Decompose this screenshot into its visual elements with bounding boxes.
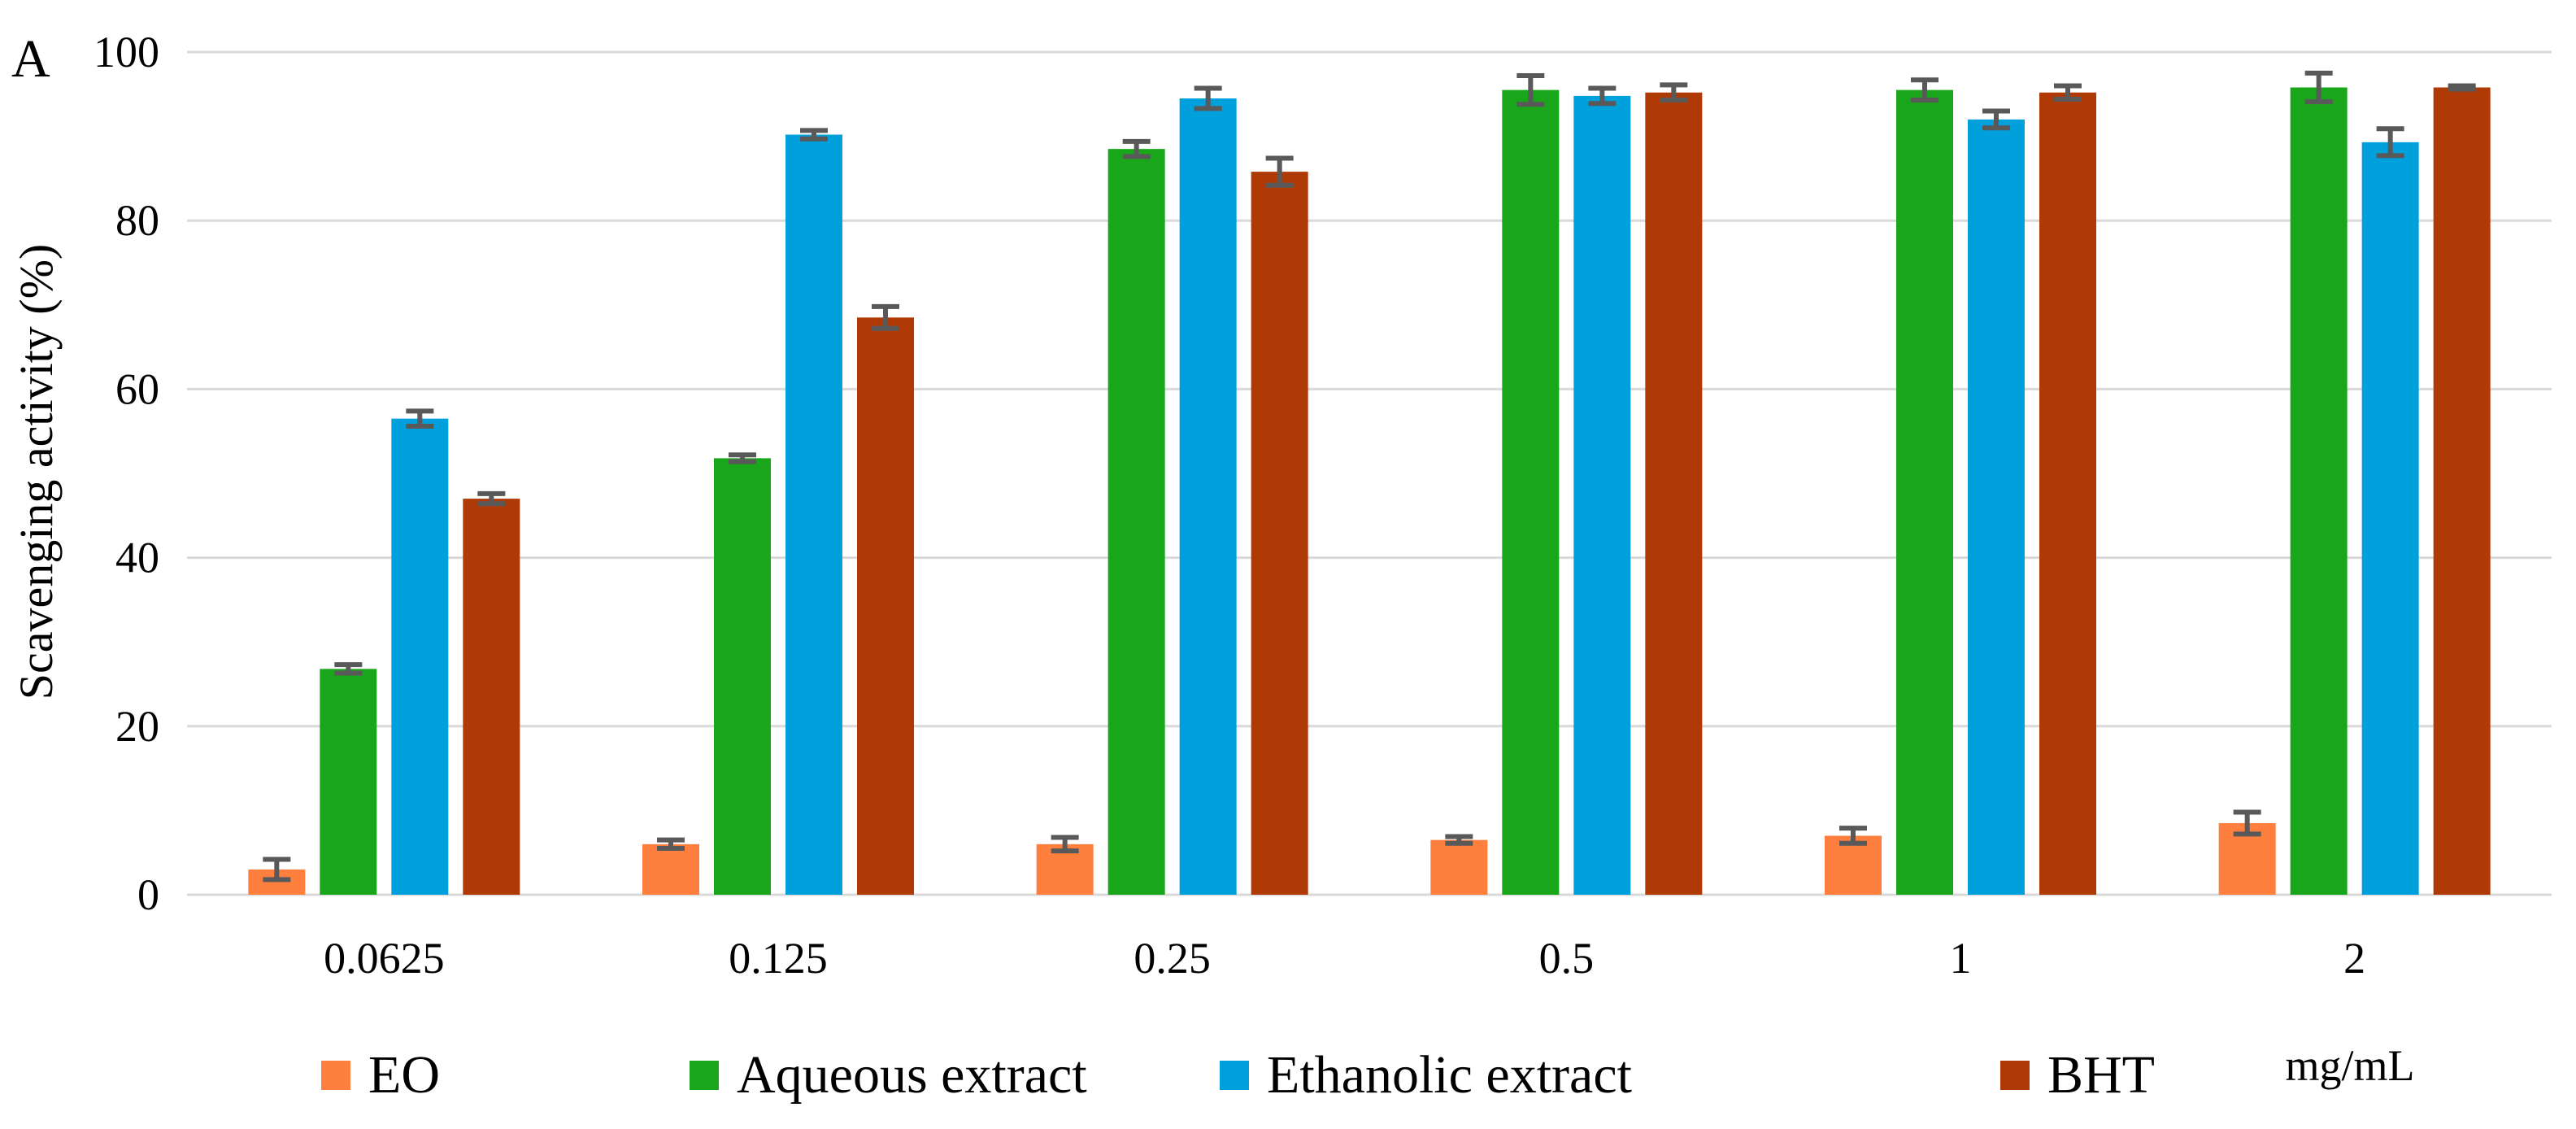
y-tick-label: 0 (137, 870, 159, 919)
bar-bht-2 (2433, 87, 2491, 895)
bar-ethanolic-extract-2 (2361, 142, 2419, 896)
error-bar (263, 857, 291, 883)
y-axis-ticks: 0 20 40 60 80 100 (94, 28, 159, 919)
x-tick-label: 0.125 (729, 934, 828, 983)
bar-bht-1 (2039, 92, 2096, 895)
legend-item-aqueous-extract: Aqueous extract (690, 1045, 1087, 1105)
bar-ethanolic-extract-0.0625 (391, 418, 449, 895)
error-bar (1839, 826, 1867, 846)
error-bar (406, 408, 434, 429)
error-bar (1265, 155, 1294, 188)
legend-swatch (1220, 1061, 1249, 1090)
x-tick-label: 1 (1950, 934, 1972, 983)
legend-label: Ethanolic extract (1267, 1045, 1632, 1105)
x-tick-label: 0.5 (1539, 934, 1595, 983)
error-bar (1194, 85, 1222, 111)
error-bar (477, 490, 506, 507)
error-bar (334, 662, 363, 676)
y-axis-label: Scavenging activity (%) (10, 244, 63, 700)
error-bar (872, 303, 899, 331)
bar-bht-0.125 (857, 317, 914, 896)
y-tick-label: 80 (115, 196, 159, 245)
error-bar (1660, 82, 1688, 103)
y-tick-label: 40 (115, 534, 159, 582)
legend-label: EO (368, 1045, 440, 1105)
bar-ethanolic-extract-0.25 (1179, 98, 1237, 896)
bar-eo-0.125 (642, 843, 699, 895)
bars (248, 87, 2491, 896)
bar-eo-0.5 (1430, 839, 1488, 895)
error-bar (1445, 834, 1473, 846)
error-bar (1051, 835, 1079, 854)
bar-bht-0.5 (1645, 92, 1703, 895)
y-tick-label: 20 (115, 702, 159, 751)
y-tick-label: 60 (115, 364, 159, 413)
bar-ethanolic-extract-0.125 (785, 134, 842, 895)
x-tick-label: 2 (2343, 934, 2365, 983)
error-bar (1122, 138, 1151, 159)
legend-swatch (690, 1061, 719, 1090)
error-bar (2448, 83, 2476, 92)
error-bars (263, 70, 2476, 883)
x-tick-label: 0.25 (1134, 934, 1211, 983)
error-bar (800, 128, 828, 142)
error-bar (1982, 108, 2010, 131)
legend-swatch (321, 1061, 350, 1090)
bar-aqueous-extract-2 (2290, 87, 2348, 895)
x-tick-label: 0.0625 (324, 934, 445, 983)
error-bar (2304, 70, 2333, 105)
gridlines (187, 50, 2552, 896)
error-bar (1588, 85, 1617, 107)
bar-bht-0.25 (1251, 172, 1308, 895)
error-bar (1911, 77, 1939, 103)
bar-aqueous-extract-0.5 (1502, 89, 1560, 896)
bar-bht-0.0625 (463, 499, 520, 895)
legend-label: Aqueous extract (737, 1045, 1087, 1105)
legend-item-eo: EO (321, 1045, 440, 1105)
error-bar (1516, 73, 1545, 107)
legend: EO Aqueous extract Ethanolic extract BHT (321, 1045, 2155, 1105)
bar-aqueous-extract-0.0625 (320, 669, 377, 895)
error-bar (2054, 83, 2082, 102)
panel-label: A (11, 29, 50, 89)
bar-ethanolic-extract-0.5 (1573, 95, 1631, 895)
y-tick-label: 100 (94, 28, 159, 76)
error-bar (2376, 126, 2404, 159)
legend-swatch (2000, 1061, 2030, 1090)
bar-aqueous-extract-1 (1896, 89, 1953, 896)
x-axis-ticks: 0.0625 0.125 0.25 0.5 1 2 (324, 934, 2365, 983)
bar-ethanolic-extract-1 (1968, 119, 2025, 895)
error-bar (2233, 809, 2261, 837)
legend-item-ethanolic-extract: Ethanolic extract (1220, 1045, 1632, 1105)
x-axis-unit-label: mg/mL (2286, 1041, 2415, 1090)
legend-item-bht: BHT (2000, 1045, 2155, 1105)
error-bar (729, 452, 756, 464)
legend-label: BHT (2047, 1045, 2155, 1105)
bar-aqueous-extract-0.125 (714, 458, 771, 895)
bar-aqueous-extract-0.25 (1107, 149, 1165, 895)
error-bar (657, 837, 685, 852)
